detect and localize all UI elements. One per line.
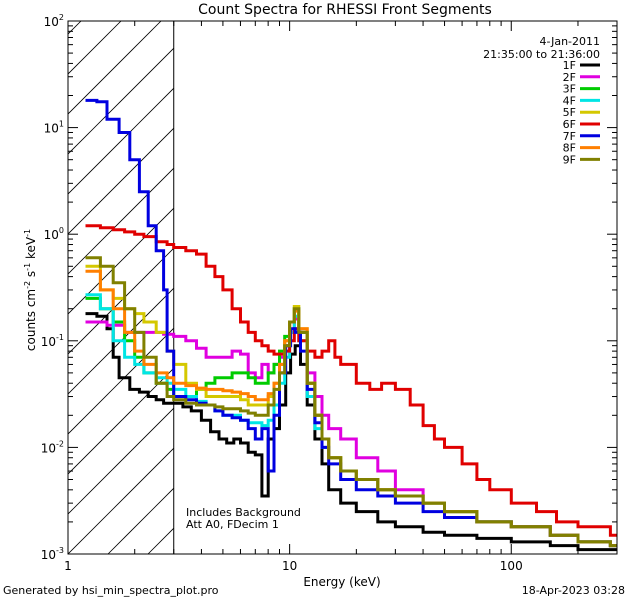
y-axis-label-exp: -1 <box>23 263 32 271</box>
hatch-line <box>68 247 174 355</box>
footer-generated-by: Generated by hsi_min_spectra_plot.pro <box>3 584 219 597</box>
hatch-line <box>68 21 162 115</box>
y-axis-label-part: keV <box>24 236 38 263</box>
legend-label: 5F <box>563 106 576 119</box>
y-tick-labels: 10-3 10-2 10-1 100 101 102 <box>41 13 64 562</box>
hatch-line <box>107 487 174 554</box>
y-axis-label-exp: -1 <box>23 229 32 237</box>
hatch-line <box>68 407 174 515</box>
legend-label: 4F <box>563 94 576 107</box>
chart-title: Count Spectra for RHESSI Front Segments <box>198 2 492 18</box>
y-tick-label: 102 <box>44 13 64 29</box>
hatched-region <box>68 21 174 554</box>
hatch-line <box>68 21 82 35</box>
x-tick-labels: 1 10 100 <box>64 559 523 573</box>
hatch-line <box>68 87 174 195</box>
x-tick-label: 100 <box>500 559 523 573</box>
hatch-line <box>68 447 174 554</box>
annotation-background: Includes Background <box>186 506 301 519</box>
legend-label: 1F <box>563 59 576 72</box>
y-axis-label-part: counts cm <box>24 289 38 351</box>
y-tick-label: 10-1 <box>41 333 64 349</box>
x-tick-label: 1 <box>64 559 72 573</box>
footer-timestamp: 18-Apr-2023 03:28 <box>522 584 625 597</box>
axis-ticks <box>67 20 618 555</box>
y-tick-label: 10-2 <box>41 439 64 455</box>
hatch-line <box>68 367 174 475</box>
hatch-line <box>68 47 174 155</box>
legend-time-range: 21:35:00 to 21:36:00 <box>483 48 600 61</box>
legend-label: 2F <box>563 71 576 84</box>
annotation-attenuator: Att A0, FDecim 1 <box>186 518 279 531</box>
legend-label: 8F <box>563 142 576 155</box>
legend-label: 7F <box>563 130 576 143</box>
legend-label: 9F <box>563 153 576 166</box>
y-tick-label: 100 <box>44 226 64 242</box>
hatch-line <box>68 327 174 435</box>
series-9F <box>85 256 617 548</box>
plot-frame <box>67 20 618 555</box>
y-tick-label: 10-3 <box>41 546 64 562</box>
hatch-line <box>68 21 122 75</box>
x-tick-label: 10 <box>282 559 297 573</box>
series-1F <box>85 312 617 552</box>
y-axis-label-exp: -2 <box>23 281 32 289</box>
x-axis-label: Energy (keV) <box>303 575 380 589</box>
series-6F <box>85 224 617 537</box>
legend-date: 4-Jan-2011 <box>540 35 601 48</box>
legend-label: 3F <box>563 83 576 96</box>
legend-label: 6F <box>563 118 576 131</box>
y-axis-label-part: s <box>24 271 38 281</box>
y-tick-label: 101 <box>44 120 64 136</box>
hatch-line <box>68 207 174 315</box>
y-axis-label: counts cm-2 s-1 keV-1 <box>23 229 38 351</box>
series-7F <box>85 98 617 548</box>
series-group <box>85 98 617 552</box>
